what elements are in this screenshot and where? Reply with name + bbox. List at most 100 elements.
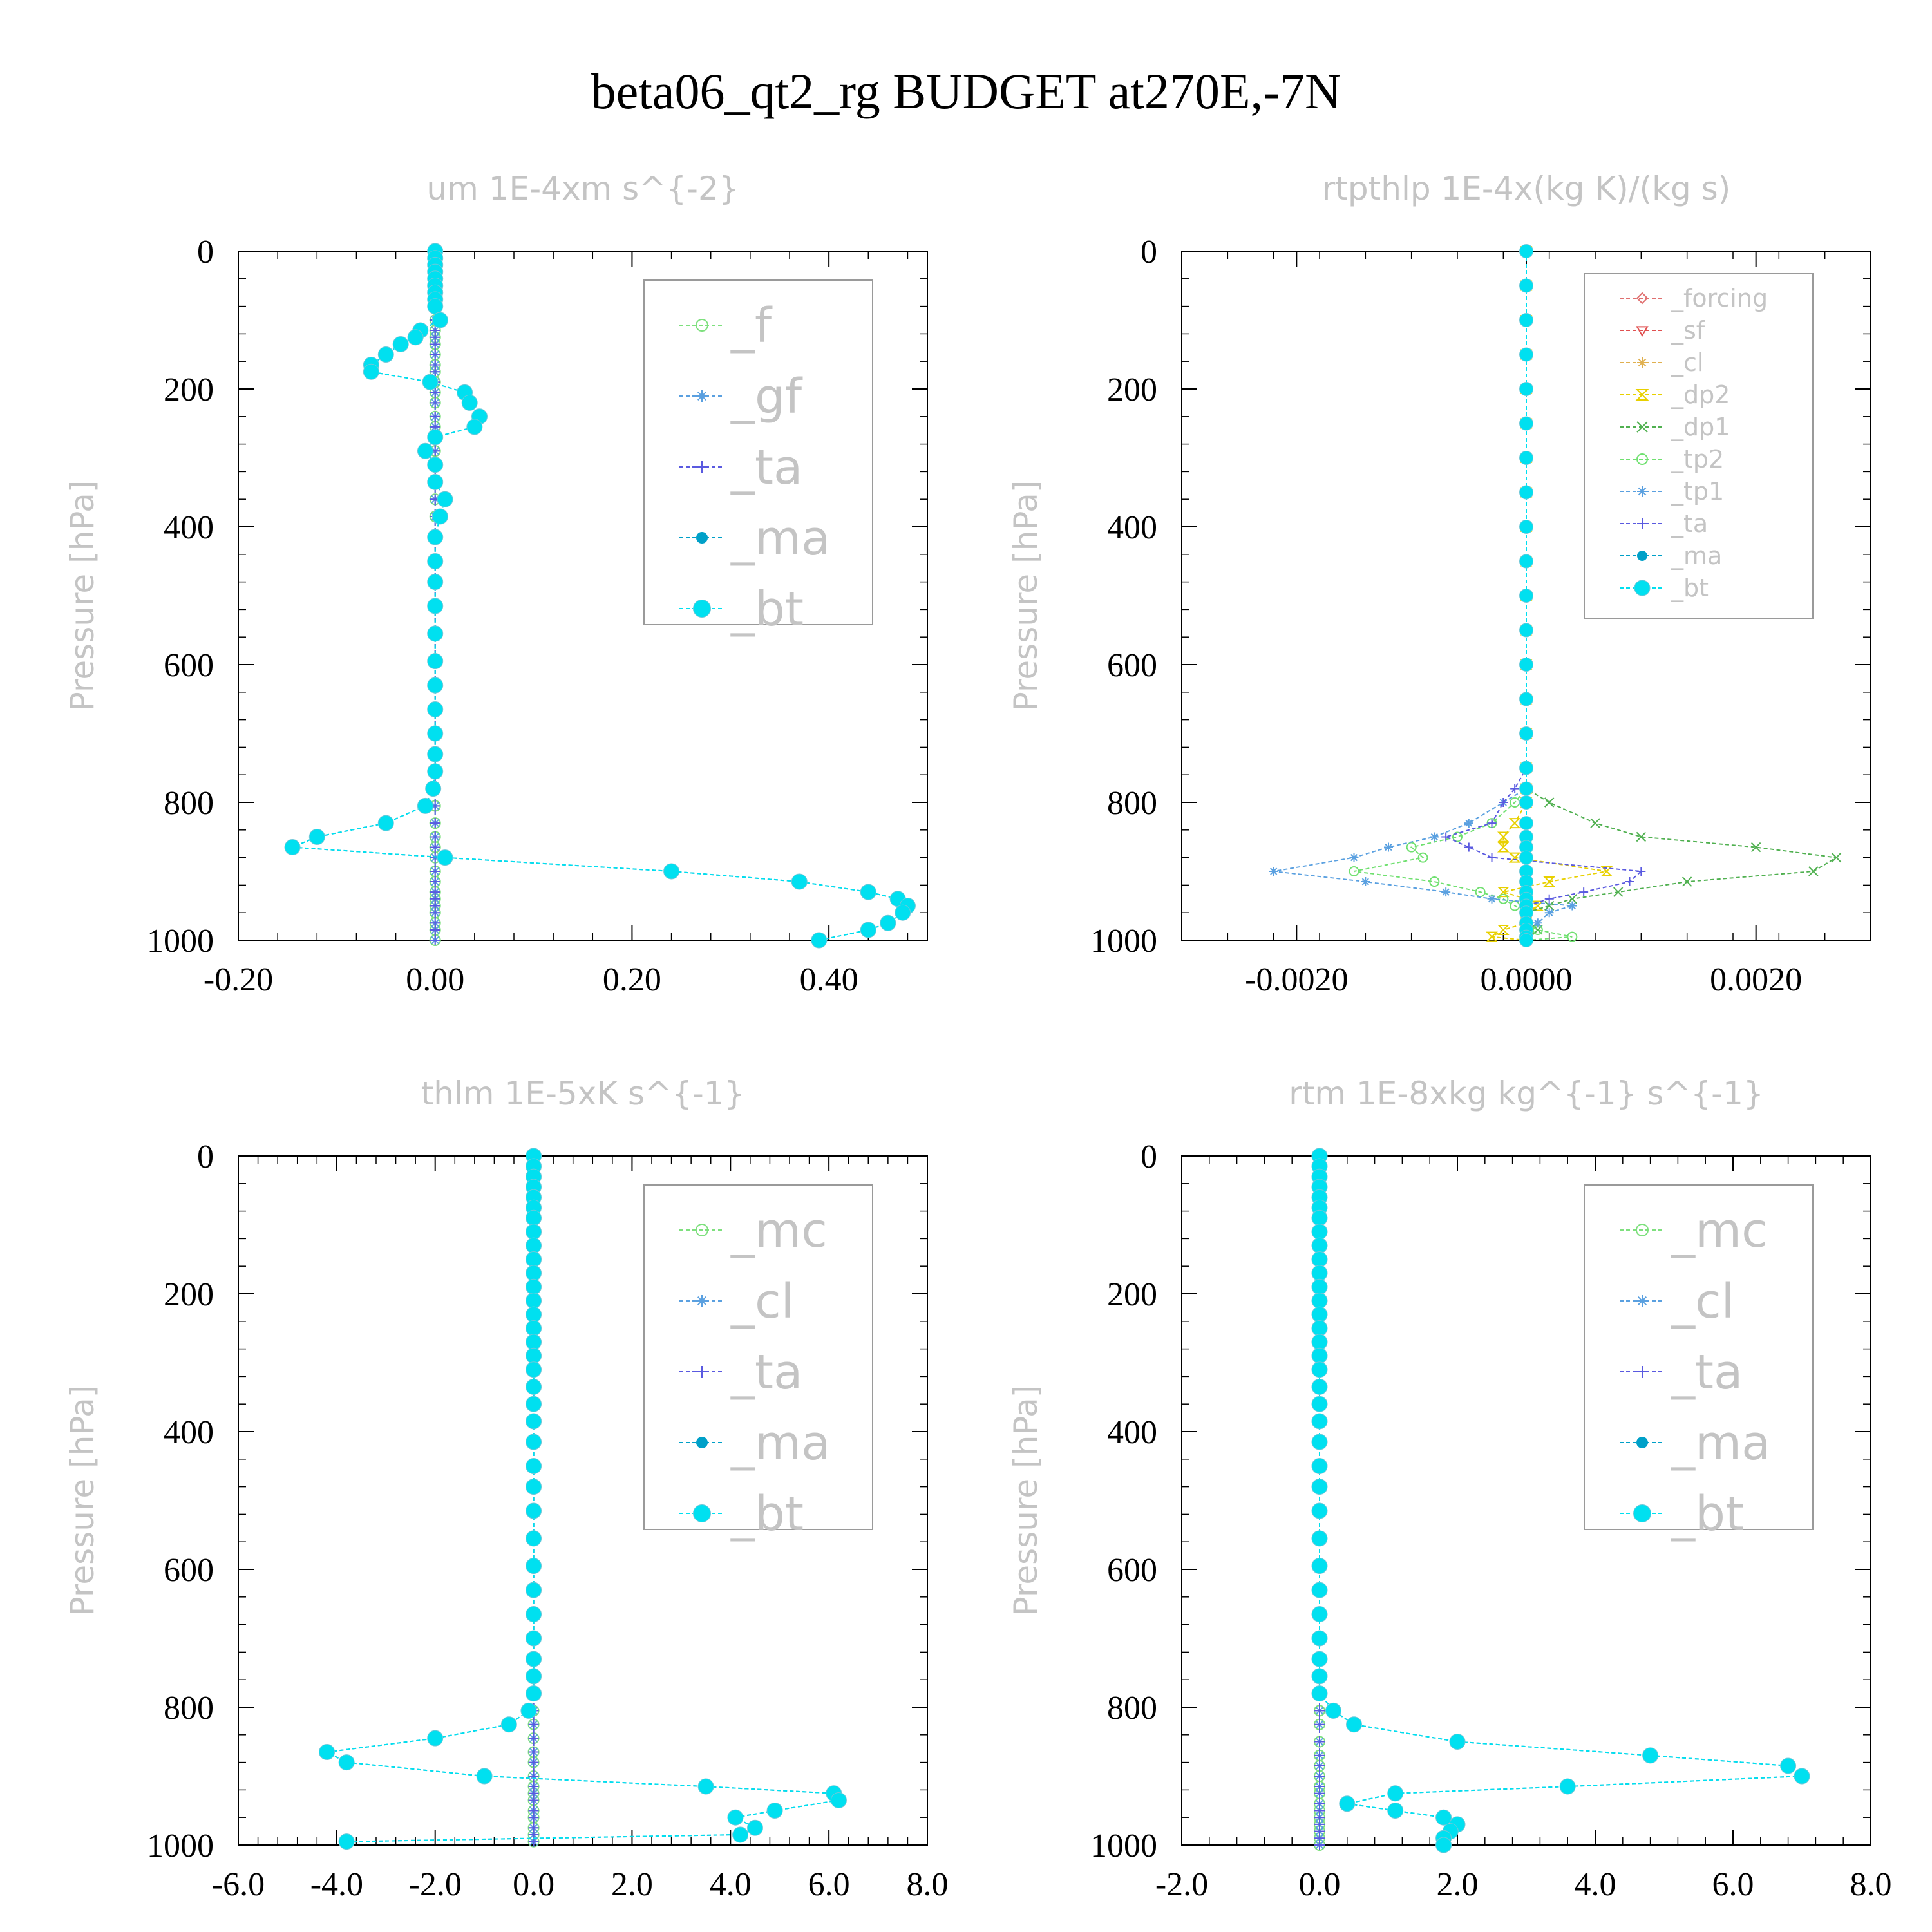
legend-item-mc: _mc — [1620, 1203, 1768, 1258]
marker — [430, 876, 440, 887]
legend-item-ma: _ma — [679, 511, 830, 566]
marker — [727, 1809, 744, 1826]
legend: _forcing _sf _cl _dp2 _dp1 _tp2 _tp1 _ta _ma _bt — [1584, 273, 1814, 619]
marker — [1831, 852, 1842, 863]
marker — [427, 457, 444, 473]
marker — [1519, 781, 1533, 796]
marker — [1567, 894, 1578, 904]
marker — [427, 473, 444, 490]
y-tick-label: 200 — [1107, 372, 1157, 408]
marker — [1311, 1413, 1328, 1430]
legend-label: _ma — [1671, 1416, 1770, 1471]
marker — [526, 1265, 542, 1282]
marker — [1314, 1760, 1325, 1771]
x-tick-label: 0.20 — [603, 961, 661, 998]
marker — [1508, 818, 1521, 829]
x-tick-label: -6.0 — [212, 1866, 265, 1903]
marker — [1636, 1366, 1648, 1378]
marker — [1311, 1685, 1328, 1702]
marker — [1311, 1582, 1328, 1598]
marker — [1449, 1734, 1466, 1750]
marker — [1429, 876, 1440, 887]
x-tick-label: 6.0 — [1712, 1866, 1754, 1903]
marker — [430, 831, 440, 842]
legend-label: _tp2 — [1671, 445, 1724, 473]
marker — [1519, 589, 1533, 603]
marker — [1519, 485, 1533, 500]
x-tick-label: 6.0 — [808, 1866, 850, 1903]
marker — [1325, 1702, 1341, 1719]
legend-item-bt: _bt — [679, 1486, 804, 1542]
marker — [1613, 887, 1624, 897]
marker — [1311, 1251, 1328, 1267]
marker — [1637, 486, 1647, 497]
marker — [526, 1479, 542, 1495]
chart-panels: um 1E-4xm s^{-2}Pressure [hPa]-0.20 0.00 0… — [64, 170, 1892, 1903]
minor-ticks — [238, 251, 927, 941]
marker — [696, 319, 708, 332]
marker — [308, 829, 325, 845]
marker — [1636, 1437, 1648, 1448]
x-tick-label: 8.0 — [1850, 1866, 1892, 1903]
marker — [1519, 623, 1533, 638]
marker — [392, 336, 409, 352]
legend-item-dp1: _dp1 — [1620, 413, 1730, 441]
marker — [1487, 894, 1497, 904]
marker — [526, 1293, 542, 1309]
marker — [427, 529, 444, 545]
marker — [427, 701, 444, 718]
marker — [430, 818, 440, 829]
marker — [1519, 244, 1533, 258]
marker — [1519, 933, 1533, 947]
x-tick-label: -4.0 — [310, 1866, 363, 1903]
marker — [1750, 842, 1761, 853]
marker — [1311, 1278, 1328, 1295]
marker — [1487, 853, 1497, 862]
marker — [1636, 421, 1648, 433]
marker — [1361, 877, 1370, 887]
marker — [430, 411, 440, 422]
panel-title: rtpthlp 1E-4x(kg K)/(kg s) — [1322, 170, 1730, 207]
marker — [1269, 867, 1278, 876]
y-axis-label: Pressure [hPa] — [64, 1385, 101, 1616]
marker — [1486, 931, 1498, 942]
marker — [427, 725, 444, 742]
marker — [747, 1819, 763, 1836]
marker — [526, 1413, 542, 1430]
marker — [526, 1334, 542, 1350]
marker — [1519, 850, 1533, 865]
marker — [427, 746, 444, 762]
marker — [1519, 795, 1533, 810]
plot-area — [319, 1148, 847, 1850]
marker — [1311, 1479, 1328, 1495]
marker — [1349, 853, 1359, 862]
marker — [1636, 1295, 1648, 1307]
marker — [526, 1582, 542, 1598]
marker — [363, 363, 379, 380]
marker — [1311, 1334, 1328, 1350]
marker — [1519, 761, 1533, 775]
minor-ticks — [1181, 251, 1871, 941]
y-tick-label: 800 — [164, 785, 214, 822]
marker — [1464, 842, 1473, 852]
legend-item-sf: _sf — [1620, 316, 1706, 345]
marker — [430, 387, 440, 398]
chart-panel-2: rtpthlp 1E-4x(kg K)/(kg s) Pressure [hPa]… — [1007, 170, 1871, 998]
marker — [1387, 1785, 1404, 1802]
marker — [422, 374, 439, 390]
plot-frame — [1181, 1155, 1871, 1846]
marker — [427, 553, 444, 569]
marker — [1636, 326, 1649, 337]
marker — [430, 349, 440, 360]
y-tick-label: 1000 — [1090, 923, 1157, 960]
marker — [1314, 1719, 1325, 1730]
plot-frame — [238, 1155, 928, 1846]
marker — [1311, 1396, 1328, 1412]
marker — [437, 491, 453, 507]
marker — [528, 1719, 539, 1730]
marker — [430, 366, 440, 377]
y-tick-label: 0 — [1141, 1139, 1157, 1175]
chart-panel-1: um 1E-4xm s^{-2} Pressure [hPa] -0.20 0.00 0… — [64, 170, 928, 998]
plot-area — [1311, 1148, 1810, 1853]
